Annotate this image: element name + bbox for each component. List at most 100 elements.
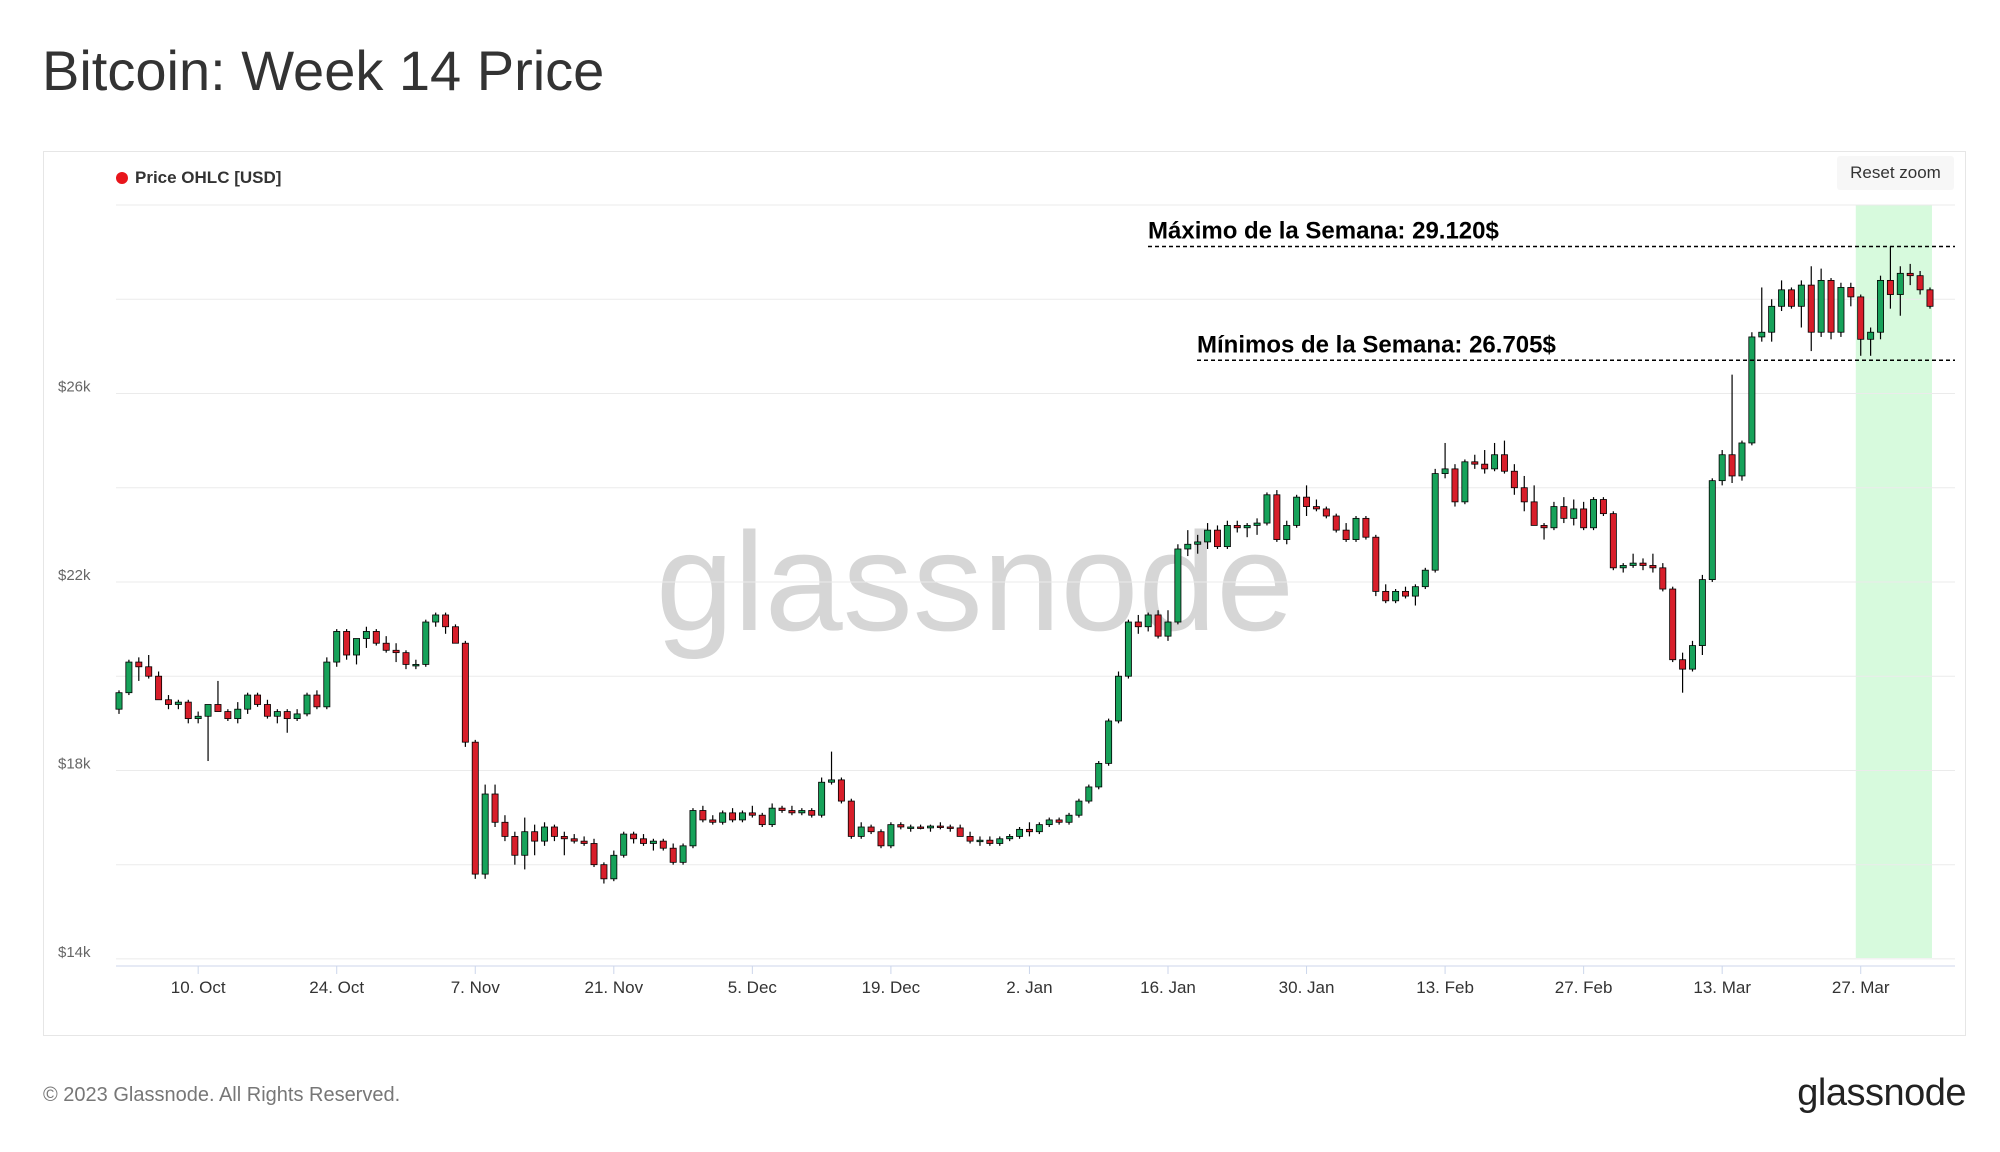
legend[interactable]: Price OHLC [USD] [116,168,281,188]
candle[interactable] [254,692,262,707]
candle[interactable] [1896,266,1904,316]
candle[interactable] [1599,497,1607,516]
candle[interactable] [1421,567,1429,590]
candle[interactable] [1580,501,1588,531]
candle[interactable] [897,822,905,830]
candle[interactable] [976,836,984,846]
candle[interactable] [1629,553,1637,568]
candle[interactable] [1570,499,1578,526]
candle[interactable] [1857,294,1865,356]
candle[interactable] [699,805,707,823]
candle[interactable] [877,829,885,849]
candle[interactable] [382,636,390,653]
candle[interactable] [1906,263,1914,286]
candle[interactable] [362,626,370,648]
candle[interactable] [194,711,202,724]
candle[interactable] [145,655,153,679]
candle[interactable] [1441,442,1449,479]
candle[interactable] [946,824,954,832]
candle[interactable] [1035,822,1043,835]
candle[interactable] [204,704,212,762]
candle[interactable] [907,824,915,832]
candle[interactable] [511,831,519,865]
candle[interactable] [768,803,776,827]
candle[interactable] [1510,464,1518,495]
candle[interactable] [669,843,677,865]
candle[interactable] [303,692,311,717]
candle[interactable] [1065,812,1073,825]
candle[interactable] [461,640,469,747]
candle[interactable] [1144,612,1152,632]
candle[interactable] [1738,440,1746,481]
candle[interactable] [174,699,182,710]
candle[interactable] [1560,497,1568,524]
candle[interactable] [738,810,746,823]
candle[interactable] [1411,584,1419,606]
candle[interactable] [115,690,123,714]
candle[interactable] [125,659,133,696]
candle[interactable] [1471,454,1479,469]
candle[interactable] [1916,270,1924,295]
candle[interactable] [1787,287,1795,309]
candle[interactable] [353,638,360,665]
candle[interactable] [1204,523,1212,549]
candle[interactable] [1639,558,1647,571]
candle[interactable] [1273,490,1281,542]
candle[interactable] [402,650,410,670]
candle[interactable] [837,777,845,804]
candle[interactable] [620,831,628,858]
candle[interactable] [1223,520,1231,549]
candle[interactable] [1392,589,1400,604]
candle[interactable] [1886,246,1894,309]
candle[interactable] [1431,468,1439,573]
candle[interactable] [570,834,578,844]
candle[interactable] [719,810,727,825]
candle[interactable] [679,843,687,865]
candle[interactable] [1619,563,1627,573]
candle[interactable] [1105,718,1113,766]
candle[interactable] [1382,584,1390,604]
candle[interactable] [313,690,321,710]
candle[interactable] [788,805,796,816]
candle[interactable] [1768,299,1776,342]
candle[interactable] [1461,459,1469,505]
candle[interactable] [1689,640,1696,672]
candle[interactable] [1451,464,1459,507]
candle[interactable] [640,834,647,846]
candle[interactable] [1827,278,1835,340]
candle[interactable] [481,784,489,879]
candle[interactable] [412,659,420,670]
candle[interactable] [442,612,450,634]
candle[interactable] [323,657,331,710]
candle[interactable] [1322,506,1330,519]
candle[interactable] [244,692,252,714]
candle[interactable] [1303,485,1311,516]
candle[interactable] [293,709,301,721]
candle[interactable] [1807,266,1815,352]
candle[interactable] [1659,563,1667,592]
candle[interactable] [471,739,479,879]
candle[interactable] [224,709,232,721]
candle[interactable] [263,699,271,719]
candle[interactable] [165,695,172,710]
candle[interactable] [1778,280,1786,312]
candle[interactable] [1134,614,1142,634]
candle[interactable] [808,808,816,818]
candle[interactable] [1194,534,1202,554]
candle[interactable] [1016,826,1024,839]
candle[interactable] [1174,544,1182,625]
candle[interactable] [1293,494,1301,528]
candle[interactable] [1698,574,1706,656]
candle[interactable] [1362,515,1370,540]
candle[interactable] [1481,450,1489,474]
candle[interactable] [1590,497,1597,531]
candle[interactable] [798,808,806,816]
candle[interactable] [1402,586,1409,599]
candle[interactable] [1708,478,1716,582]
candle[interactable] [1006,834,1014,842]
candle[interactable] [649,838,657,851]
candle[interactable] [590,838,598,868]
candle[interactable] [956,824,964,837]
candle[interactable] [778,805,786,813]
candle[interactable] [1649,553,1657,573]
